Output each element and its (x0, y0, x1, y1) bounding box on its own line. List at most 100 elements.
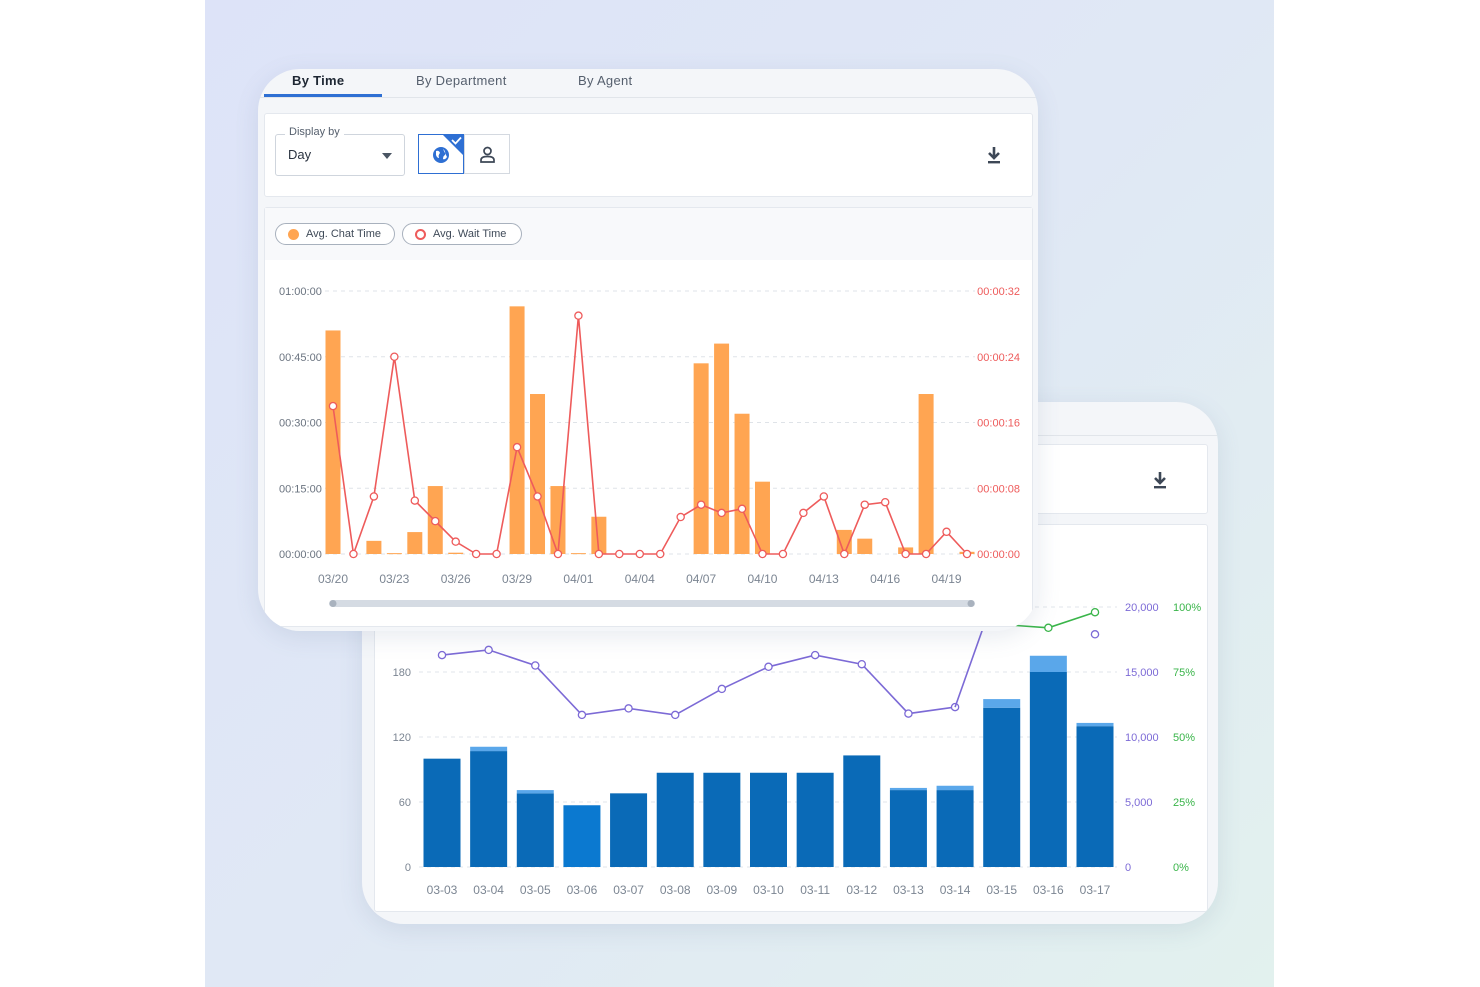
x-tick-label: 03-11 (800, 883, 830, 897)
x-tick-label: 04/04 (625, 572, 655, 586)
wait-time-point (369, 492, 379, 501)
chat-time-bar (509, 306, 525, 554)
chat-time-bar (754, 481, 770, 554)
x-tick-label: 03/23 (379, 572, 409, 586)
x-tick-label: 03/20 (318, 572, 348, 586)
wait-time-point (860, 500, 869, 509)
x-tick-label: 03-10 (753, 883, 784, 897)
green-line-point (1044, 623, 1053, 633)
view-all-button[interactable] (418, 134, 464, 174)
display-by-value: Day (288, 147, 312, 162)
active-tab-indicator (264, 94, 382, 97)
y-left-tick-label: 180 (393, 667, 411, 679)
wait-time-point (962, 549, 972, 559)
display-by-select[interactable]: Display by Day (275, 126, 405, 176)
wait-time-point (594, 549, 604, 559)
wait-time-point (778, 549, 788, 559)
x-tick-label: 03-08 (660, 883, 691, 897)
wait-time-point (717, 508, 726, 518)
blue-bar (750, 772, 787, 867)
blue-bar (796, 772, 834, 867)
purple-line-point (437, 650, 447, 660)
x-tick-label: 03-14 (940, 883, 971, 897)
blue-bar (703, 772, 741, 867)
chat-time-bar (918, 394, 934, 554)
legend-avg-wait-time[interactable]: Avg. Wait Time (402, 223, 522, 245)
blue-bar-top-segment (889, 787, 927, 791)
legend-marker-wait (415, 229, 426, 240)
zoom-scrollbar (329, 600, 975, 607)
wait-time-point (737, 504, 747, 514)
x-tick-label: 03-16 (1033, 883, 1064, 897)
toolbar: Display by Day (264, 113, 1033, 197)
chat-time-bar (407, 532, 423, 554)
y-right-tick-label: 00:00:32 (977, 286, 1020, 298)
display-by-label: Display by (285, 126, 344, 138)
blue-bar (423, 758, 461, 867)
x-tick-label: 04/07 (686, 572, 716, 586)
wait-time-point (819, 492, 829, 501)
chat-time-bar (570, 553, 586, 555)
blue-bar (843, 755, 881, 867)
y-right-tick-label: 15,000 (1125, 667, 1159, 679)
purple-line-point (810, 650, 820, 660)
legend-label-wait: Avg. Wait Time (433, 228, 507, 240)
globe-icon (433, 147, 449, 163)
x-tick-label: 04/13 (809, 572, 839, 586)
chat-time-bar (530, 394, 546, 554)
wait-time-point (696, 500, 706, 509)
x-tick-label: 03-15 (986, 883, 1017, 897)
view-agent-button[interactable] (464, 134, 510, 174)
legend-marker-chat (288, 229, 299, 240)
blue-bar (1076, 726, 1114, 867)
purple-line-point (484, 645, 493, 655)
tabs-divider (258, 97, 1038, 98)
person-icon (480, 146, 495, 163)
y-left-tick-label: 0 (405, 862, 411, 874)
tab-by-department[interactable]: By Department (416, 73, 507, 88)
x-tick-label: 03-07 (613, 883, 644, 897)
tab-by-time[interactable]: By Time (292, 73, 345, 88)
purple-line-point (1090, 630, 1100, 639)
purple-line (441, 649, 956, 716)
green-line-point (1090, 607, 1100, 617)
x-tick-label: 03-04 (473, 883, 504, 897)
y-right-percent-label: 100% (1173, 602, 1201, 614)
zoom-handle-right (967, 600, 975, 607)
blue-bar (516, 793, 554, 867)
wait-time-point (635, 549, 645, 559)
zoom-handle-left (329, 600, 337, 607)
download-icon[interactable] (1152, 471, 1168, 489)
wait-time-point (901, 549, 910, 559)
x-tick-label: 04/19 (932, 572, 962, 586)
chat-time-bar (734, 413, 750, 554)
x-tick-label: 03/26 (441, 572, 471, 586)
wait-time-point (349, 549, 358, 559)
tab-by-agent[interactable]: By Agent (578, 73, 633, 88)
front-chart-panel: Avg. Chat Time Avg. Wait Time 00:00:00 00… (264, 207, 1033, 627)
y-left-tick-label: 00:00:00 (279, 549, 322, 561)
y-left-tick-label: 01:00:00 (279, 286, 322, 298)
y-left-tick-label: 00:30:00 (279, 418, 322, 430)
legend-avg-chat-time[interactable]: Avg. Chat Time (275, 223, 395, 245)
blue-bar (983, 707, 1021, 867)
blue-bar-top-segment (1029, 655, 1067, 672)
y-right-percent-label: 25% (1173, 797, 1195, 809)
purple-line-point (764, 662, 773, 672)
download-icon[interactable] (986, 146, 1002, 164)
y-right-percent-label: 0% (1173, 862, 1189, 874)
chat-time-bar (386, 553, 402, 555)
front-chart-card: By Time By Department By Agent Display b… (258, 69, 1038, 631)
blue-bar-top-segment (516, 790, 554, 794)
blue-bar (889, 790, 927, 867)
front-chart-svg: 00:00:00 00:15:00 00:30:00 00:45:00 01:00:00… (279, 286, 1020, 607)
wait-time-point (410, 496, 420, 505)
purple-line-point (717, 684, 727, 694)
chevron-down-icon (382, 153, 392, 159)
y-left-tick-label: 60 (399, 797, 411, 809)
back-toolbar (1022, 444, 1208, 514)
wait-time-point (655, 549, 665, 559)
x-tick-label: 03-12 (846, 883, 877, 897)
x-tick-label: 03-03 (427, 883, 458, 897)
blue-bar (656, 772, 694, 867)
